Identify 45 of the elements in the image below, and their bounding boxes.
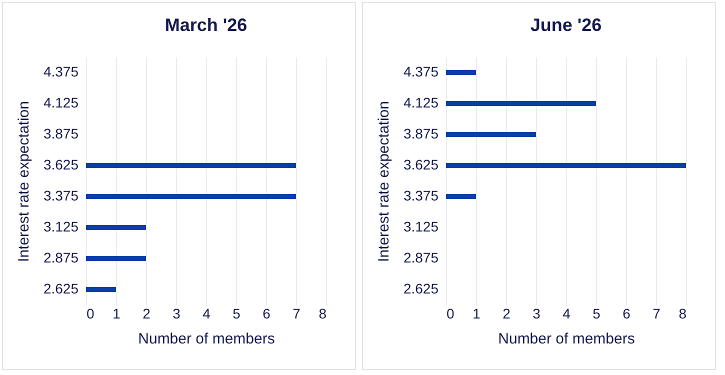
x-axis-title: Number of members [498, 330, 635, 348]
bar [86, 256, 146, 261]
y-axis-title: Interest rate expectation [375, 101, 392, 262]
y-tick-label: 4.375 [403, 64, 439, 80]
y-tick-label: 3.625 [403, 156, 439, 172]
y-tick-label: 2.875 [43, 250, 79, 266]
x-tick-label: 5 [592, 306, 601, 322]
x-tick-label: 7 [292, 306, 301, 322]
y-tick-label: 4.375 [43, 64, 79, 80]
x-tick-label: 7 [652, 306, 661, 322]
x-tick-label: 8 [678, 306, 687, 322]
y-tick-label: 3.375 [403, 188, 439, 204]
bar [86, 163, 296, 168]
bar [86, 225, 146, 230]
y-tick-label: 3.375 [43, 188, 79, 204]
x-tick-label: 1 [472, 306, 481, 322]
x-tick-label: 2 [142, 306, 151, 322]
x-tick-label: 4 [562, 306, 571, 322]
y-tick-label: 2.875 [403, 250, 439, 266]
y-tick-label: 3.625 [43, 156, 79, 172]
x-axis-title: Number of members [138, 330, 275, 348]
x-tick-label: 4 [202, 306, 211, 322]
y-tick-label: 2.625 [403, 280, 439, 296]
bar [86, 194, 296, 199]
chart-title: June '26 [530, 15, 602, 35]
x-tick-label: 1 [112, 306, 121, 322]
y-tick-label: 4.125 [403, 94, 439, 110]
x-tick-label: 5 [232, 306, 241, 322]
x-tick-label: 3 [532, 306, 541, 322]
y-tick-label: 3.875 [43, 126, 79, 142]
y-tick-label: 2.625 [43, 280, 79, 296]
y-tick-label: 4.125 [43, 94, 79, 110]
x-tick-label: 8 [318, 306, 327, 322]
bar [86, 287, 116, 292]
x-tick-label: 2 [502, 306, 511, 322]
y-tick-label: 3.125 [43, 218, 79, 234]
x-tick-label: 6 [262, 306, 271, 322]
x-tick-label: 6 [622, 306, 631, 322]
y-tick-label: 3.875 [403, 126, 439, 142]
y-tick-label: 3.125 [403, 218, 439, 234]
y-axis-title: Interest rate expectation [15, 101, 32, 262]
x-tick-label: 3 [172, 306, 181, 322]
chart-title: March '26 [164, 15, 248, 35]
x-tick-label: 0 [446, 306, 454, 322]
x-tick-label: 0 [86, 306, 94, 322]
